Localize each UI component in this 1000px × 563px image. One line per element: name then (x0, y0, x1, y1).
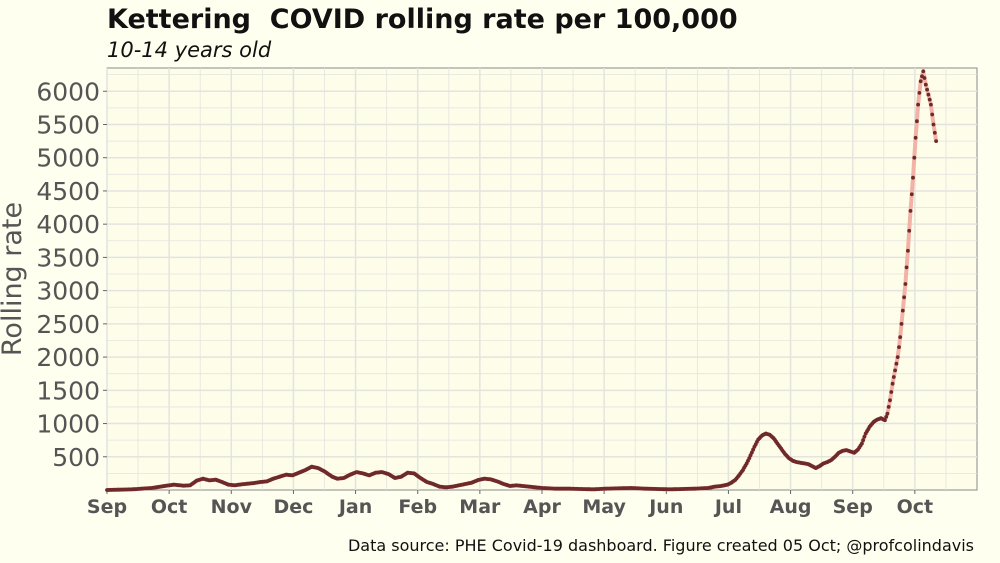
data-point (918, 79, 923, 84)
data-layer (105, 69, 939, 492)
chart-title: Kettering COVID rolling rate per 100,000 (107, 4, 738, 35)
data-point (884, 415, 889, 419)
data-point (925, 87, 929, 92)
data-point (929, 102, 933, 107)
y-tick-label: 1500 (36, 376, 100, 405)
data-point (897, 345, 901, 349)
x-tick-label: Sep (833, 496, 873, 518)
x-tick-label: Dec (273, 496, 313, 518)
y-tick-label: 1000 (36, 410, 100, 439)
x-tick-label: Feb (398, 496, 437, 518)
data-point (898, 335, 903, 339)
data-point (913, 135, 918, 140)
y-tick-label: 2000 (36, 343, 100, 372)
data-point (749, 450, 754, 455)
y-tick-label: 5000 (36, 144, 100, 173)
x-tick-label: Jun (647, 496, 683, 518)
data-point (888, 398, 892, 403)
axes: Sep Oct Nov Dec Jan Feb Mar Apr May Jun Jul Aug Sep O… (36, 77, 933, 518)
data-point (923, 82, 928, 87)
x-tick-label: Mar (459, 496, 501, 518)
data-point (900, 308, 905, 313)
data-point (921, 69, 926, 74)
x-tick-label: May (582, 496, 626, 518)
data-point (926, 92, 931, 97)
data-point (917, 91, 922, 95)
x-tick-label: Apr (523, 496, 561, 518)
data-point (902, 295, 906, 300)
data-point (861, 438, 865, 443)
data-point (916, 102, 920, 107)
data-point (912, 155, 917, 160)
y-axis-label: Rolling rate (0, 202, 28, 356)
data-point (931, 122, 936, 127)
data-point (908, 209, 913, 213)
data-point (906, 248, 910, 253)
y-tick-label: 3500 (36, 243, 100, 272)
data-point (904, 265, 909, 270)
data-point (895, 355, 900, 359)
data-point (909, 192, 914, 197)
y-tick-label: 6000 (36, 77, 100, 106)
data-point (889, 390, 894, 394)
x-tick-label: Aug (770, 496, 812, 518)
data-point (911, 175, 915, 180)
data-point (751, 447, 755, 452)
data-point (927, 97, 932, 102)
x-tick-label: Jan (337, 496, 372, 518)
chart-subtitle: 10-14 years old (107, 38, 272, 62)
data-point (890, 381, 895, 386)
x-tick-label: Jul (713, 496, 742, 518)
data-point (930, 112, 935, 117)
data-point (862, 434, 867, 439)
x-tick-label: Oct (897, 496, 934, 518)
x-tick-label: Nov (211, 496, 253, 518)
data-point (932, 130, 937, 135)
data-point (903, 282, 908, 286)
data-point (885, 411, 890, 416)
data-point (894, 361, 899, 366)
y-tick-label: 4000 (36, 210, 100, 239)
data-point (891, 375, 896, 379)
y-tick-label: 3000 (36, 277, 100, 306)
x-tick-label: Sep (87, 496, 127, 518)
data-point (893, 368, 897, 373)
y-tick-label: 2500 (36, 310, 100, 339)
data-point (934, 139, 938, 144)
data-point (907, 228, 912, 233)
data-point (899, 322, 904, 326)
data-source-caption: Data source: PHE Covid-19 dashboard. Fig… (347, 536, 974, 555)
data-point (922, 76, 927, 80)
data-point (883, 418, 887, 423)
x-tick-label: Oct (151, 496, 188, 518)
grid-lines (106, 68, 977, 490)
data-point (886, 405, 891, 409)
y-tick-label: 5500 (36, 110, 100, 139)
y-tick-label: 500 (52, 443, 100, 472)
data-point (860, 441, 864, 446)
data-point (915, 119, 919, 124)
y-tick-label: 4500 (36, 177, 100, 206)
